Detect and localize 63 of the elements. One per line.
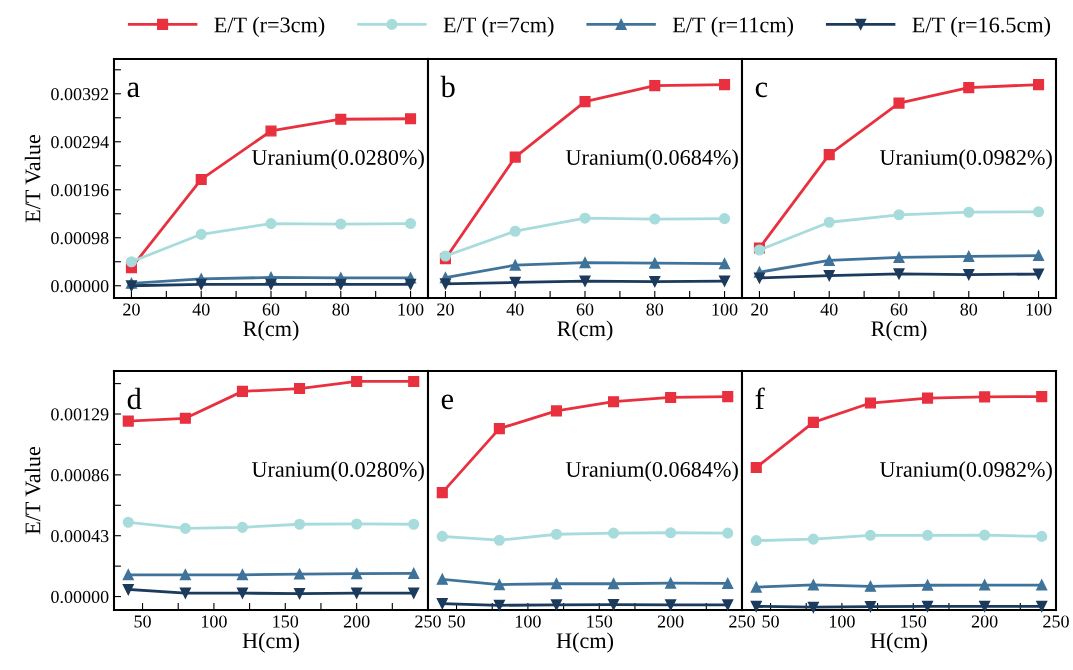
annotation: f [755, 387, 765, 409]
x-tick-label: 20 [123, 303, 140, 316]
x-tick-label: 60 [262, 303, 280, 316]
annotation: Uranium(0.0982%) [879, 149, 1052, 170]
legend-label: E/T (r=3cm) [214, 16, 325, 37]
x-tick-label: 20 [751, 303, 768, 316]
x-tick-label: 20 [437, 303, 454, 316]
x-tick-label: 80 [960, 303, 978, 316]
annotation: Uranium(0.0280%) [251, 461, 424, 482]
x-tick-label: 60 [890, 303, 908, 316]
x-tick-label: 100 [1026, 303, 1052, 316]
annotation: a [127, 82, 140, 98]
x-tick-label: 200 [971, 615, 998, 628]
x-tick-label: 100 [829, 615, 855, 628]
x-axis-title: R(cm) [557, 320, 613, 341]
annotation: Uranium(0.0280%) [251, 149, 424, 170]
x-tick-label: 100 [398, 303, 424, 316]
y-tick-label: 0.00392 [51, 88, 109, 101]
x-tick-label: 50 [134, 615, 151, 628]
annotation: Uranium(0.0684%) [565, 149, 738, 170]
annotation: Uranium(0.0684%) [565, 461, 738, 482]
y-tick-label: 0.00043 [51, 529, 109, 543]
x-tick-label: 250 [1043, 615, 1069, 628]
y-axis-title: E/T Value [24, 134, 41, 223]
x-tick-label: 100 [515, 615, 541, 628]
x-tick-label: 40 [506, 303, 524, 316]
x-tick-label: 150 [901, 615, 927, 628]
annotation: b [440, 75, 455, 98]
annotation: d [127, 387, 142, 410]
legend-label: E/T (r=11cm) [672, 16, 794, 37]
annotation: e [441, 394, 454, 410]
x-tick-label: 200 [343, 615, 370, 628]
x-tick-label: 50 [762, 615, 779, 628]
y-tick-label: 0.00000 [51, 590, 109, 604]
x-tick-label: 200 [657, 615, 684, 628]
x-tick-label: 50 [448, 615, 465, 628]
x-tick-label: 150 [587, 615, 613, 628]
x-axis-title: R(cm) [871, 320, 927, 341]
x-tick-label: 250 [729, 615, 755, 628]
x-axis-title: H(cm) [870, 632, 928, 653]
annotation: c [755, 82, 768, 98]
x-axis-title: R(cm) [243, 320, 299, 341]
x-tick-label: 100 [712, 303, 738, 316]
x-axis-title: H(cm) [556, 632, 614, 653]
x-tick-label: 250 [415, 615, 441, 628]
x-tick-label: 40 [820, 303, 838, 316]
y-axis-title: E/T Value [24, 446, 41, 535]
x-tick-label: 100 [201, 615, 227, 628]
x-tick-label: 40 [192, 303, 210, 316]
annotation: Uranium(0.0982%) [879, 461, 1052, 482]
y-tick-label: 0.00294 [51, 136, 109, 149]
y-tick-label: 0.00129 [51, 408, 109, 421]
y-tick-label: 0.00086 [51, 469, 109, 482]
y-tick-label: 0.00196 [51, 184, 109, 197]
x-tick-label: 150 [273, 615, 299, 628]
x-tick-label: 60 [576, 303, 594, 316]
y-tick-label: 0.00000 [51, 280, 109, 293]
x-axis-title: H(cm) [242, 632, 300, 653]
x-tick-label: 80 [332, 303, 350, 316]
legend-label: E/T (r=16.5cm) [912, 16, 1051, 37]
x-tick-label: 80 [646, 303, 664, 316]
legend-label: E/T (r=7cm) [443, 16, 554, 37]
y-tick-label: 0.00098 [51, 232, 109, 245]
